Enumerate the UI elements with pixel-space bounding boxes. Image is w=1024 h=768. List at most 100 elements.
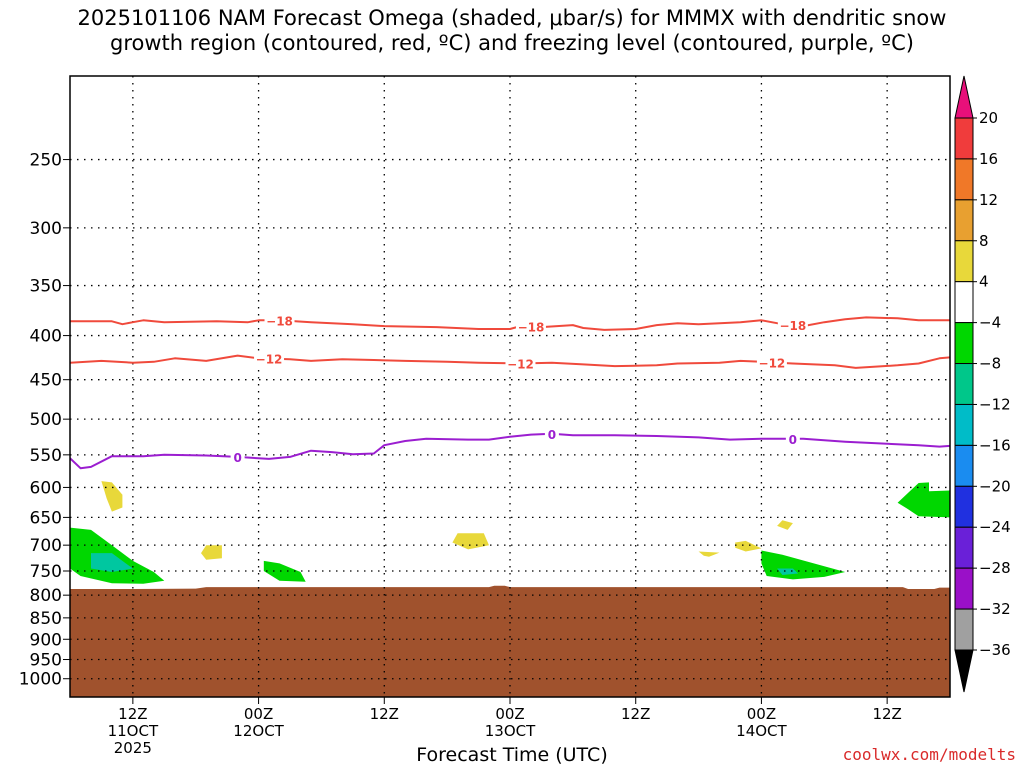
dgz-contour-1-label-0: −12 bbox=[256, 353, 283, 367]
terrain-mask bbox=[70, 585, 950, 697]
colorbar-label-12: −32 bbox=[979, 600, 1011, 618]
colorbar-swatch-10 bbox=[954, 526, 974, 569]
y-tick-label-750: 750 bbox=[30, 562, 62, 582]
dgz-contour-0-label-bg-1 bbox=[515, 319, 546, 334]
colorbar-label-11: −28 bbox=[979, 559, 1011, 577]
y-tick-label-250: 250 bbox=[30, 151, 62, 171]
freezing-level-contour-line bbox=[70, 432, 950, 470]
x-tick-label-42-1: 00Z bbox=[495, 705, 524, 723]
colorbar-top-arrow bbox=[954, 75, 974, 119]
freezing-level-contour-label-bg-1 bbox=[544, 426, 559, 441]
colorbar-label-2: 12 bbox=[979, 191, 998, 209]
colorbar-label-3: 8 bbox=[979, 232, 989, 250]
colorbar-label-10: −24 bbox=[979, 518, 1011, 536]
freezing-level-contour-label-2: 0 bbox=[789, 433, 797, 447]
y-tick-label-800: 800 bbox=[30, 586, 62, 606]
colorbar-swatch-3 bbox=[954, 240, 974, 283]
dgz-contour-0-label-1: −18 bbox=[518, 321, 545, 335]
dgz-contour-1-label-2: −12 bbox=[759, 356, 786, 370]
title-line-1: 2025101106 NAM Forecast Omega (shaded, μ… bbox=[77, 6, 947, 30]
colorbar-swatch-1 bbox=[954, 158, 974, 201]
colorbar-swatch-0 bbox=[954, 117, 974, 160]
dgz-contour-0-label-2: −18 bbox=[779, 319, 806, 333]
colorbar-swatch-7 bbox=[954, 403, 974, 446]
dgz-contour-1-label-bg-0 bbox=[254, 351, 285, 366]
colorbar-swatch-9 bbox=[954, 485, 974, 528]
colorbar-label-13: −36 bbox=[979, 641, 1011, 659]
dgz-contour-1-label-bg-2 bbox=[756, 355, 787, 370]
omega-region-2 bbox=[263, 560, 306, 582]
freezing-level-contour-label-1: 0 bbox=[548, 428, 556, 442]
source-credit: coolwx.com/modelts bbox=[842, 745, 1016, 764]
omega-region-8 bbox=[452, 533, 489, 550]
omega-region-10 bbox=[735, 540, 762, 552]
x-tick-label-30-1: 12Z bbox=[370, 705, 399, 723]
colorbar-swatch-12 bbox=[954, 608, 974, 651]
colorbar-label-1: 16 bbox=[979, 150, 998, 168]
y-tick-label-600: 600 bbox=[30, 478, 62, 498]
omega-region-6 bbox=[101, 481, 123, 512]
colorbar-label-7: −12 bbox=[979, 395, 1011, 413]
y-axis-ticks: 2503003504004505005506006507007508008509… bbox=[19, 151, 70, 690]
x-tick-label-42-2: 13OCT bbox=[485, 722, 536, 740]
colorbar-label-6: −8 bbox=[979, 355, 1001, 373]
x-tick-label-66-2: 14OCT bbox=[736, 722, 787, 740]
omega-region-0 bbox=[70, 527, 165, 584]
dgz-contour-1-label-bg-1 bbox=[505, 356, 536, 371]
freezing-level-contour-label-0: 0 bbox=[233, 451, 241, 465]
freezing-level-contour-label-bg-0 bbox=[230, 449, 245, 464]
dgz-contour-0-label-bg-2 bbox=[777, 318, 808, 333]
dgz-contour-0-label-0: −18 bbox=[266, 314, 293, 328]
colorbar-label-0: 20 bbox=[979, 109, 998, 127]
colorbar-label-8: −16 bbox=[979, 436, 1011, 454]
colorbar-label-4: 4 bbox=[979, 273, 989, 291]
omega-region-5 bbox=[897, 482, 950, 518]
temperature-contours: −18 −18 −18 −12 −12 −12 0 0 0 bbox=[70, 313, 950, 470]
omega-shading bbox=[70, 481, 950, 584]
y-tick-label-1000: 1000 bbox=[19, 670, 62, 690]
title-line-2: growth region (contoured, red, ºC) and f… bbox=[110, 31, 914, 55]
y-tick-label-450: 450 bbox=[30, 371, 62, 391]
y-tick-label-700: 700 bbox=[30, 536, 62, 556]
dgz-contour-1-label-1: −12 bbox=[507, 358, 534, 372]
colorbar-swatch-6 bbox=[954, 363, 974, 405]
x-tick-label-6-3: 2025 bbox=[114, 739, 152, 757]
y-tick-label-350: 350 bbox=[30, 277, 62, 297]
colorbar-swatch-4 bbox=[954, 281, 974, 324]
x-tick-label-78-1: 12Z bbox=[872, 705, 901, 723]
omega-region-4 bbox=[777, 568, 799, 575]
chart-title: 2025101106 NAM Forecast Omega (shaded, μ… bbox=[0, 6, 1024, 56]
y-tick-label-300: 300 bbox=[30, 219, 62, 239]
freezing-level-contour-label-bg-2 bbox=[785, 431, 800, 446]
y-tick-label-900: 900 bbox=[30, 630, 62, 650]
y-tick-label-650: 650 bbox=[30, 508, 62, 528]
y-tick-label-550: 550 bbox=[30, 446, 62, 466]
omega-colorbar: 20 16 12 8 4 −4 −8 −12 −16 −20 −24 −28 −32 −36 bbox=[954, 75, 1011, 693]
x-tick-label-18-1: 00Z bbox=[244, 705, 273, 723]
y-tick-label-400: 400 bbox=[30, 327, 62, 347]
colorbar-swatch-11 bbox=[954, 567, 974, 610]
omega-region-11 bbox=[777, 520, 793, 530]
x-axis-label: Forecast Time (UTC) bbox=[416, 744, 608, 766]
x-tick-label-18-2: 12OCT bbox=[233, 722, 284, 740]
x-tick-label-66-1: 00Z bbox=[747, 705, 776, 723]
y-tick-label-950: 950 bbox=[30, 651, 62, 671]
y-tick-label-850: 850 bbox=[30, 609, 62, 629]
dgz-contour-0-line bbox=[70, 316, 950, 331]
x-tick-label-6-1: 12Z bbox=[118, 705, 147, 723]
colorbar-swatch-2 bbox=[954, 199, 974, 242]
colorbar-label-5: −4 bbox=[979, 314, 1001, 332]
omega-region-9 bbox=[698, 551, 720, 557]
colorbar-label-9: −20 bbox=[979, 477, 1011, 495]
y-tick-label-500: 500 bbox=[30, 410, 62, 430]
x-tick-label-6-2: 11OCT bbox=[108, 722, 159, 740]
colorbar-swatch-5 bbox=[954, 322, 974, 365]
x-tick-label-54-1: 12Z bbox=[621, 705, 650, 723]
omega-region-1 bbox=[91, 553, 133, 572]
terrain-fill bbox=[70, 585, 950, 697]
omega-region-7 bbox=[201, 545, 222, 560]
dgz-contour-0-label-bg-0 bbox=[264, 313, 295, 328]
colorbar-swatch-8 bbox=[954, 444, 974, 487]
